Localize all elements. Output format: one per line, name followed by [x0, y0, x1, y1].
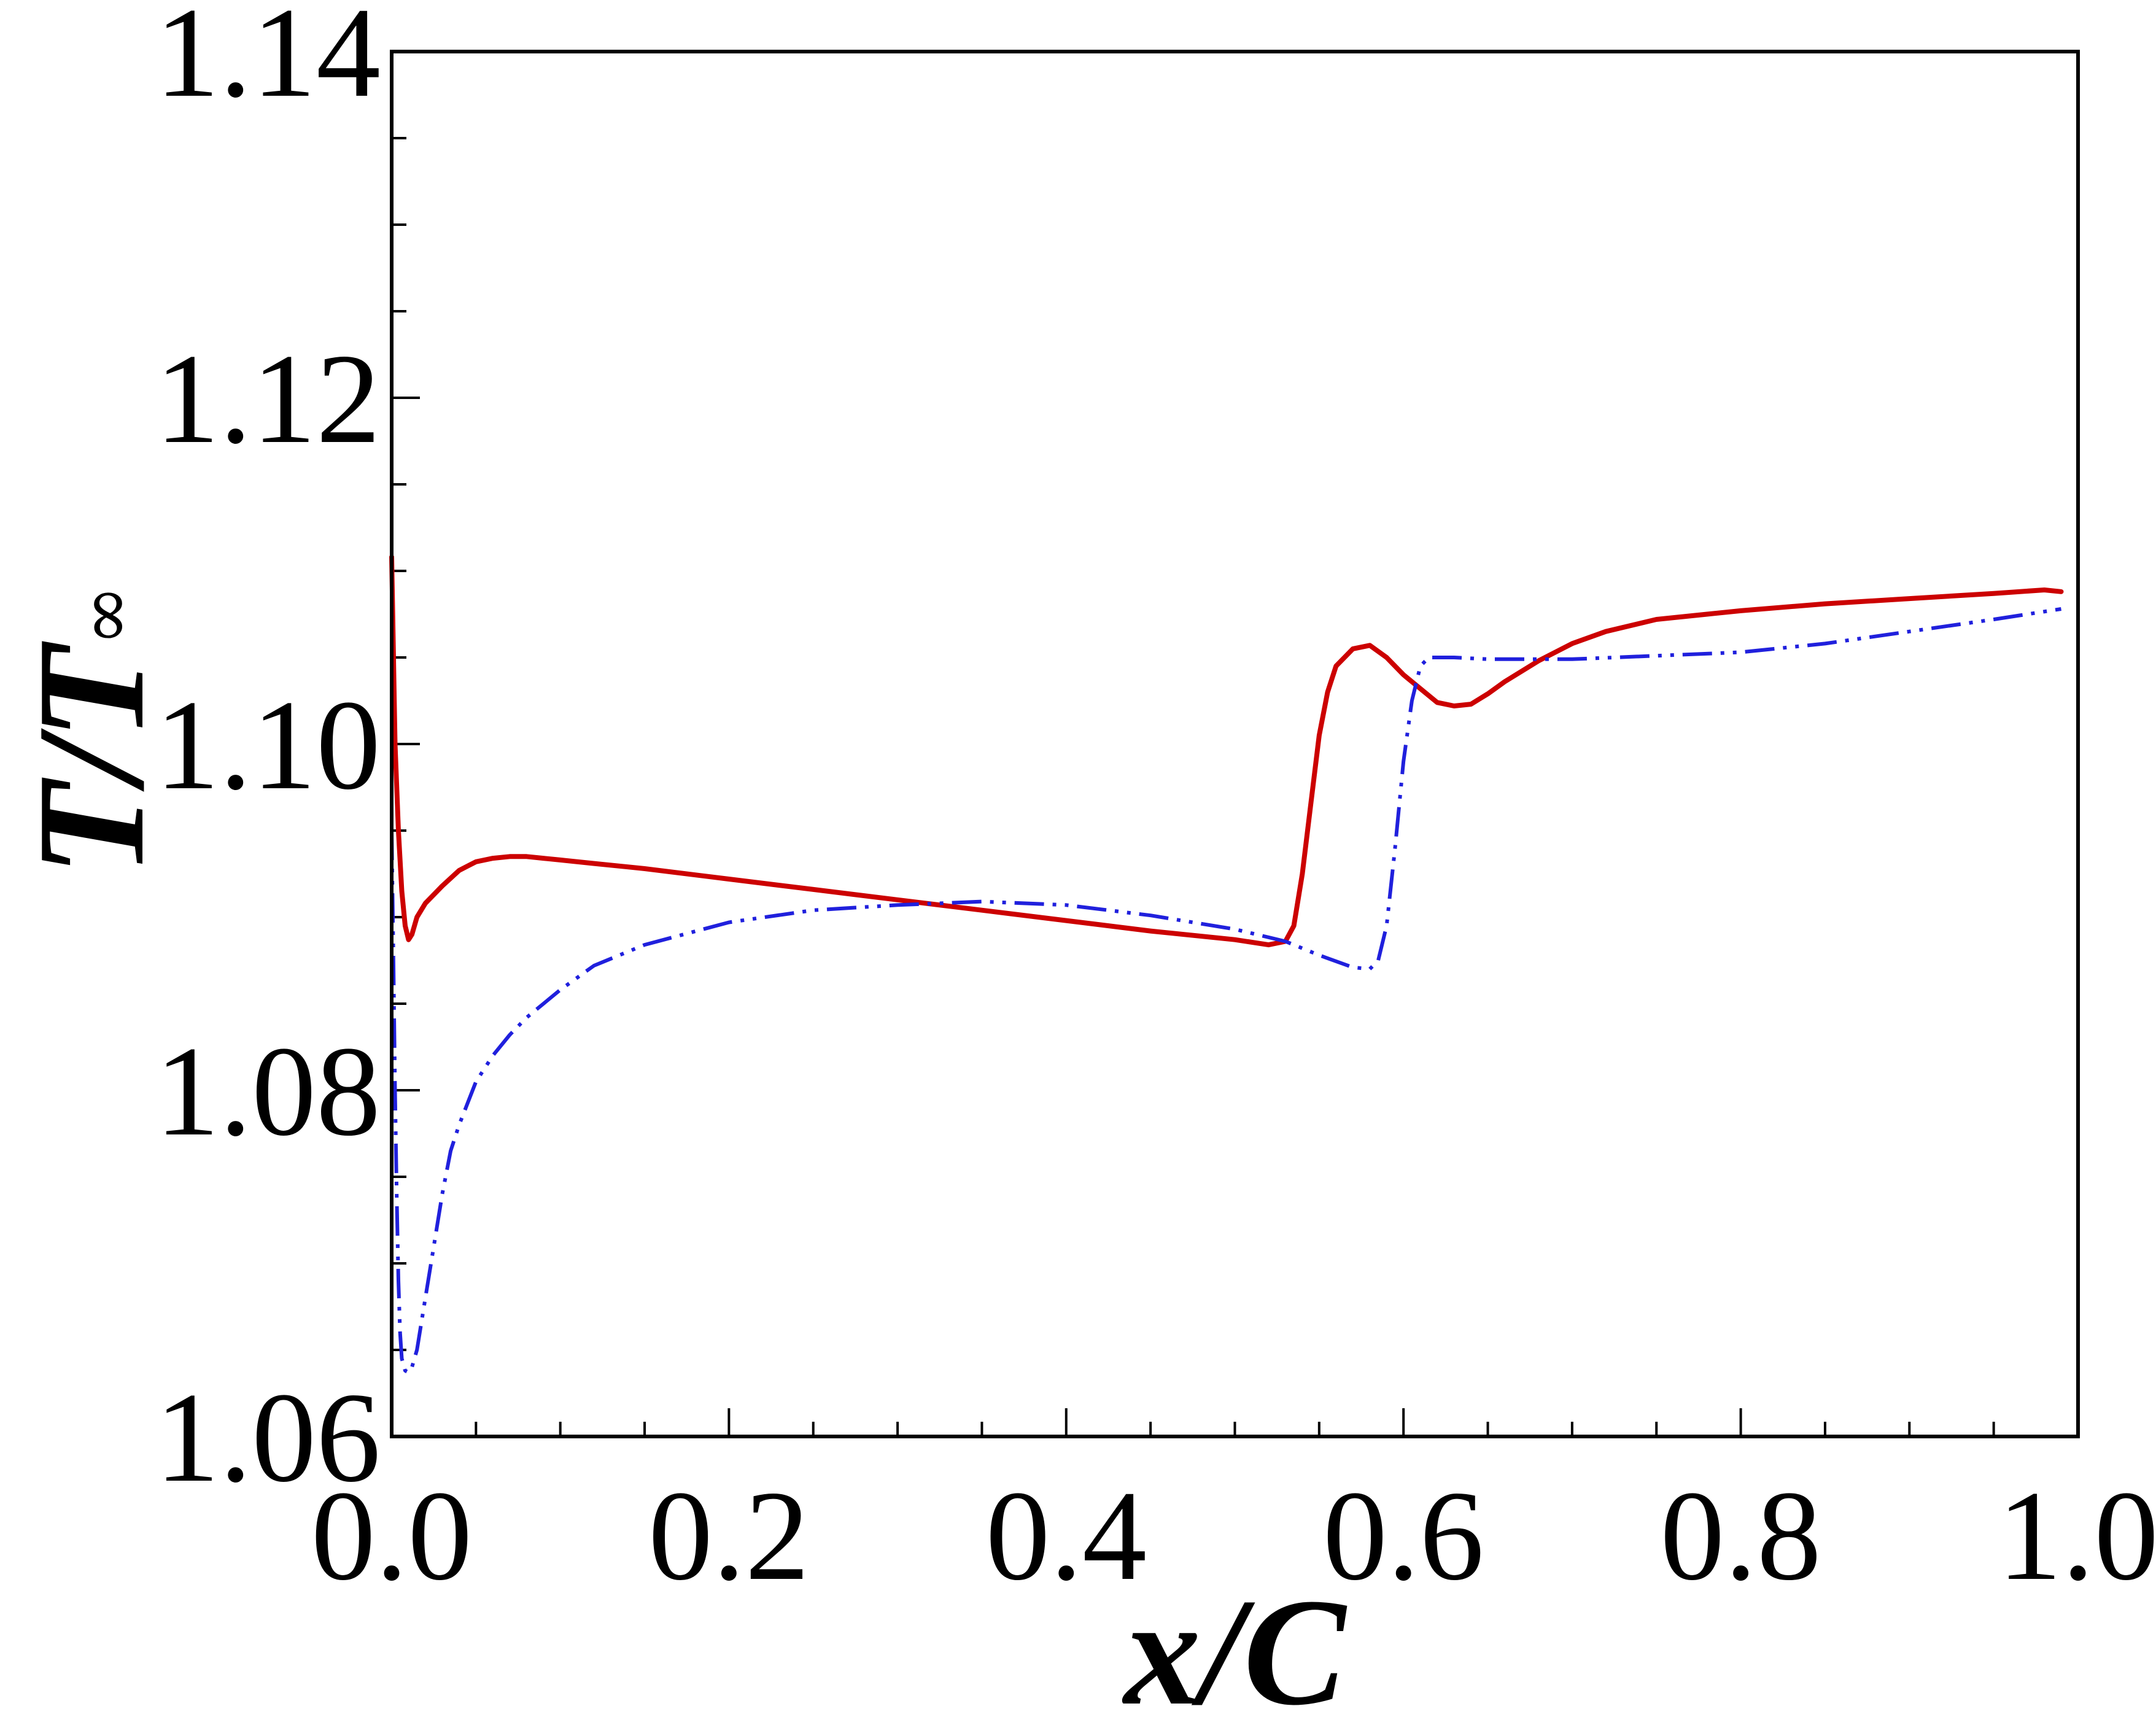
y-tick-labels: 1.06 1.08 1.10 1.12 1.14 [155, 0, 381, 1509]
y-tick-label: 1.10 [155, 674, 381, 816]
plot-frame [390, 50, 2080, 1438]
x-axis-label: x/C [1122, 1567, 1348, 1725]
x-tick-labels: 0.0 0.2 0.4 0.6 0.8 1.0 [311, 1465, 2156, 1607]
y-tick-label: 1.08 [155, 1020, 381, 1163]
x-tick-label: 0.2 [648, 1465, 810, 1607]
y-tick-label: 1.12 [155, 328, 381, 470]
y-axis-label-main: T/T [6, 641, 176, 876]
y-axis-label-subscript: ∞ [63, 585, 148, 646]
y-axis-label: T/T∞ [6, 585, 176, 877]
y-tick-label: 1.06 [155, 1366, 381, 1509]
series-group [389, 554, 2064, 1374]
x-tick-label: 0.0 [311, 1465, 473, 1607]
x-tick-label: 0.4 [986, 1465, 1147, 1607]
series-line-solid-red [389, 554, 2064, 948]
y-tick-label: 1.14 [155, 0, 381, 124]
x-tick-label: 0.6 [1323, 1465, 1484, 1607]
axis-ticks [390, 50, 2079, 1438]
series-line-dashdot-blue [390, 607, 2061, 1374]
x-tick-label: 0.8 [1660, 1465, 1821, 1607]
x-tick-label: 1.0 [1998, 1465, 2156, 1607]
